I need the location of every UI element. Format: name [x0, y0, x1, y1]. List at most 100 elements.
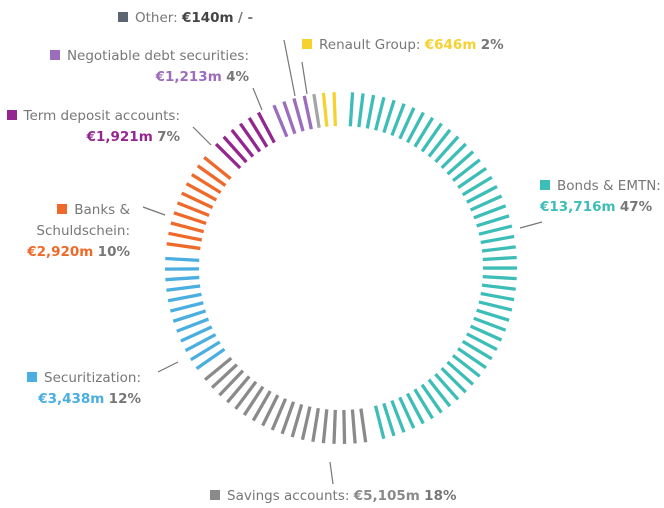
dash	[210, 363, 239, 389]
segment	[272, 95, 313, 138]
dash	[332, 409, 337, 444]
dash	[185, 182, 218, 202]
dash	[251, 390, 272, 422]
dash	[440, 367, 467, 394]
dash	[457, 167, 488, 189]
legend-swatch	[540, 180, 550, 190]
leader	[283, 39, 296, 97]
dash	[413, 116, 435, 148]
share-label: 12%	[108, 391, 141, 407]
category-label: Securitization:	[44, 370, 141, 386]
dash	[390, 399, 406, 433]
dash	[321, 409, 329, 444]
share-label: 10%	[97, 244, 130, 260]
ring	[164, 92, 518, 444]
share-label: 2%	[480, 37, 504, 53]
dash	[476, 214, 510, 228]
segment	[312, 93, 321, 128]
label: Banks & Schuldschein: €2,920m 10%	[10, 200, 130, 263]
dash	[473, 316, 507, 332]
dash	[420, 122, 443, 153]
dash	[350, 409, 357, 444]
value-label: €2,920m	[27, 244, 94, 260]
dash	[461, 339, 493, 361]
dash	[280, 401, 296, 435]
dash	[165, 275, 200, 282]
dash	[427, 378, 452, 408]
dash	[357, 93, 365, 128]
dash	[167, 292, 202, 303]
dash	[242, 385, 265, 416]
dash	[482, 255, 517, 262]
category-label: Renault Group:	[319, 37, 421, 53]
dash	[256, 111, 276, 144]
dash	[189, 340, 221, 362]
dash	[466, 185, 498, 204]
legend-swatch	[302, 39, 312, 49]
dash	[480, 234, 515, 245]
category-label: Term deposit accounts:	[23, 108, 180, 124]
dash	[359, 408, 368, 443]
dash	[222, 135, 248, 164]
dash	[481, 245, 516, 253]
dash	[420, 383, 443, 414]
dash	[190, 173, 222, 195]
dash	[238, 122, 262, 153]
dash	[374, 96, 386, 131]
dash	[195, 347, 226, 370]
segment	[164, 256, 226, 370]
dash	[168, 231, 203, 242]
dash	[173, 211, 207, 226]
label: Savings accounts: €5,105m 18%	[210, 486, 457, 507]
label: Other: €140m / -	[118, 8, 253, 29]
dash	[169, 301, 204, 313]
dash	[390, 103, 406, 137]
segment	[203, 356, 368, 444]
leader	[301, 61, 308, 95]
dash	[469, 194, 503, 212]
leader	[192, 126, 212, 146]
legend-swatch	[118, 12, 128, 22]
dash	[481, 283, 516, 291]
dash	[226, 375, 251, 404]
dash	[172, 309, 207, 323]
legend-swatch	[49, 50, 60, 60]
dash	[398, 107, 416, 140]
dash	[180, 325, 213, 343]
segment	[348, 92, 518, 440]
dash	[440, 142, 467, 170]
dash	[166, 242, 201, 251]
dash	[461, 175, 493, 197]
label: Securitization: €3,438m 12%	[27, 368, 141, 410]
dash	[312, 93, 321, 128]
leader	[252, 87, 263, 111]
dash	[406, 111, 425, 144]
dash	[176, 201, 210, 217]
leader	[157, 361, 179, 373]
share-label: / -	[237, 10, 254, 26]
category-label: Savings accounts:	[227, 488, 350, 504]
dash	[218, 369, 245, 397]
dash	[365, 94, 376, 129]
dash	[382, 402, 396, 437]
dash	[469, 324, 503, 342]
share-label: 4%	[226, 69, 249, 85]
category-label: Negotiable debt securities:	[66, 48, 249, 64]
dash	[427, 128, 452, 158]
category-label: Bonds & EMTN:	[557, 178, 661, 194]
legend-swatch	[57, 204, 68, 214]
dash	[184, 333, 217, 352]
dash	[480, 291, 515, 302]
share-label: 18%	[424, 488, 457, 504]
label: Negotiable debt securities: €1,213m 4%	[49, 46, 249, 88]
legend-swatch	[6, 110, 17, 120]
share-label: 47%	[619, 199, 653, 215]
dash	[342, 409, 347, 444]
dash	[165, 256, 200, 263]
dash	[478, 224, 513, 236]
segment	[214, 111, 276, 170]
dash	[398, 396, 416, 429]
value-label: €140m	[181, 10, 234, 26]
